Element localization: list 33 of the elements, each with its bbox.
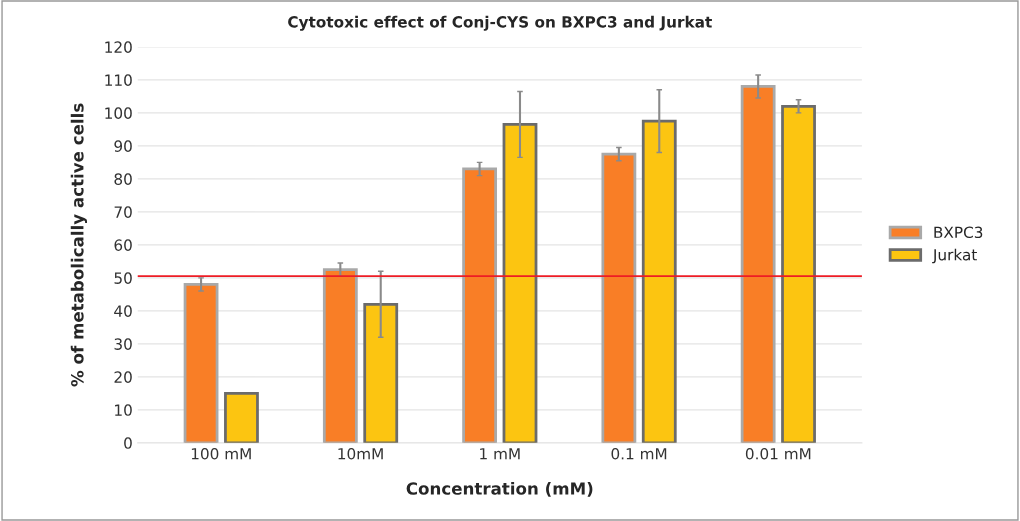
bar bbox=[740, 85, 776, 443]
legend-label: BXPC3 bbox=[934, 226, 983, 239]
y-tick-label: 120 bbox=[105, 41, 132, 53]
chart-title: Cytotoxic effect of Conj-CYS on BXPC3 and Jurkat bbox=[288, 15, 712, 31]
x-axis-title: Concentration (mM) bbox=[406, 481, 593, 497]
bar bbox=[322, 268, 358, 443]
y-tick-label: 100 bbox=[105, 107, 132, 119]
y-tick-label: 110 bbox=[105, 74, 132, 86]
y-tick-label: 40 bbox=[114, 305, 132, 317]
x-tick-label: 100 mM bbox=[191, 447, 251, 460]
bar bbox=[363, 302, 399, 443]
y-tick-label: 90 bbox=[114, 140, 132, 152]
y-tick-label: 10 bbox=[115, 404, 132, 416]
bar bbox=[781, 104, 816, 443]
y-tick-label: 0 bbox=[124, 437, 132, 449]
y-tick-label: 80 bbox=[114, 173, 132, 185]
y-tick-label: 60 bbox=[114, 239, 132, 251]
bar bbox=[462, 167, 498, 443]
y-tick-label: 70 bbox=[114, 206, 132, 218]
y-axis-title: % of metabolically active cells bbox=[70, 103, 88, 387]
x-tick-label: 10mM bbox=[338, 447, 383, 460]
x-tick-label: 0.1 mM bbox=[611, 447, 667, 460]
y-tick-label: 30 bbox=[114, 338, 132, 350]
y-tick-label: 50 bbox=[114, 272, 132, 284]
bar bbox=[183, 283, 219, 443]
y-tick-label: 20 bbox=[114, 371, 132, 383]
bar bbox=[641, 119, 677, 443]
x-tick-label: 0.01 mM bbox=[745, 447, 811, 460]
bar bbox=[601, 152, 637, 443]
bar bbox=[224, 391, 259, 443]
legend-label: Jurkat bbox=[932, 248, 977, 264]
x-tick-label: 1 mM bbox=[480, 448, 520, 460]
bar bbox=[502, 123, 538, 443]
